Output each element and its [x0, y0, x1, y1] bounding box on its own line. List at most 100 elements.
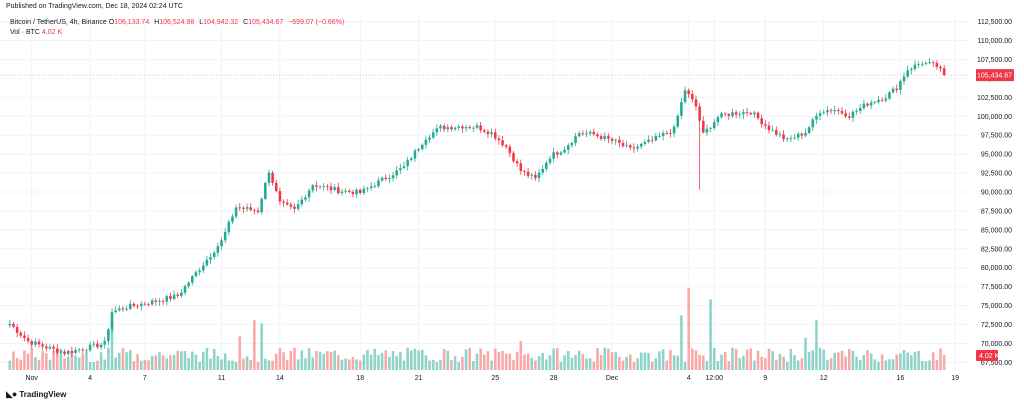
- candle-body: [910, 69, 913, 71]
- volume-bar: [37, 360, 41, 370]
- candle-body: [391, 175, 395, 179]
- candle-body: [446, 127, 450, 130]
- candle-body: [311, 185, 315, 191]
- volume-bar: [734, 348, 738, 370]
- volume-bar: [355, 359, 358, 370]
- candle-body: [267, 172, 271, 183]
- volume-bar: [464, 349, 468, 370]
- volume-bar: [442, 348, 446, 370]
- volume-bar: [778, 354, 782, 370]
- candle-body: [789, 138, 793, 140]
- candle-body: [442, 125, 446, 130]
- tradingview-logo-icon: ◣●: [6, 389, 17, 399]
- candle-body: [504, 145, 508, 147]
- legend-symbol[interactable]: Bitcoin / TetherUS, 4h, Binance: [10, 19, 107, 26]
- price-tick-label: 97,500.00: [981, 133, 1012, 140]
- volume-bar: [264, 358, 267, 370]
- volume-bar: [231, 360, 234, 370]
- candle-body: [702, 120, 705, 133]
- volume-bar: [515, 351, 519, 370]
- legend-high-value: 106,524.98: [159, 19, 195, 26]
- volume-bar: [289, 350, 293, 370]
- volume-bar: [742, 355, 745, 370]
- candle-body: [877, 99, 880, 103]
- volume-bar: [99, 352, 103, 370]
- volume-bar: [665, 360, 669, 370]
- volume-bar: [899, 353, 902, 370]
- volume-bar: [592, 361, 596, 370]
- volume-bar: [931, 352, 935, 370]
- candle-body: [77, 349, 81, 351]
- volume-bar: [632, 361, 636, 370]
- candle-body: [355, 189, 358, 195]
- volume-bar: [212, 348, 216, 370]
- candle-body: [581, 133, 585, 135]
- volume-bar: [238, 336, 242, 370]
- candle-body: [424, 139, 428, 145]
- volume-bar: [508, 353, 512, 370]
- candle-body: [406, 160, 409, 167]
- volume-bar: [180, 351, 183, 370]
- time-axis: Nov 4 7 11 14 18 21 25 28 Dec 4 12:00 9 12 16 19: [25, 375, 959, 382]
- candle-body: [785, 138, 789, 140]
- volume-bar: [453, 356, 457, 370]
- candle-body: [158, 300, 161, 302]
- candle-body: [738, 114, 742, 116]
- candle-body: [501, 140, 504, 146]
- candle-body: [103, 341, 106, 345]
- volume-bar: [114, 357, 117, 370]
- candle-body: [618, 139, 621, 143]
- legend-volume-row: Vol · BTC 4.02 K: [10, 28, 347, 38]
- candle-body: [373, 186, 377, 187]
- candle-body: [110, 312, 114, 330]
- tradingview-brand[interactable]: ◣● TradingView: [6, 389, 66, 400]
- volume-bar: [446, 350, 450, 370]
- volume-bar: [855, 356, 858, 370]
- candle-body: [475, 125, 479, 128]
- candle-body: [731, 112, 734, 117]
- candle-body: [764, 124, 767, 126]
- candle-body: [920, 63, 924, 65]
- candle-body: [340, 191, 344, 194]
- volume-bar: [621, 360, 625, 370]
- volume-bar: [362, 354, 366, 370]
- volume-bar: [607, 348, 610, 370]
- time-tick-label: 14: [276, 375, 284, 382]
- volume-bar: [910, 355, 913, 370]
- candle-body: [435, 128, 439, 133]
- price-tick-label: 77,500.00: [981, 284, 1012, 291]
- candles: [8, 58, 946, 357]
- candle-body: [121, 308, 125, 310]
- candle-body: [614, 139, 617, 141]
- volume-bar: [384, 350, 388, 370]
- candle-body: [767, 125, 771, 131]
- volume-bar: [771, 351, 774, 370]
- candle-body: [205, 259, 209, 266]
- volume-bar: [796, 360, 800, 370]
- candle-body: [775, 129, 778, 135]
- candle-body: [147, 304, 150, 306]
- price-tick-label: 70,000.00: [981, 341, 1012, 348]
- volume-bar: [815, 320, 818, 370]
- volume-bar: [461, 356, 464, 370]
- volume-bar: [388, 356, 391, 370]
- candle-body: [906, 70, 909, 77]
- candle-body: [848, 116, 851, 118]
- volume-bar: [424, 355, 428, 370]
- volume-bar: [504, 353, 508, 370]
- volume-bar: [913, 351, 917, 370]
- volume-bar: [431, 360, 435, 370]
- candle-body: [935, 62, 939, 67]
- volume-bar: [428, 360, 431, 370]
- volume-bar: [629, 354, 632, 370]
- volume-bar: [154, 355, 158, 370]
- candle-body: [402, 166, 406, 169]
- volume-bar: [884, 360, 888, 370]
- volume-bar: [410, 350, 413, 370]
- candle-body: [468, 127, 471, 128]
- candle-body: [647, 139, 650, 143]
- volume-bar: [402, 360, 406, 370]
- volume-bar: [614, 352, 617, 370]
- candle-body: [815, 115, 818, 120]
